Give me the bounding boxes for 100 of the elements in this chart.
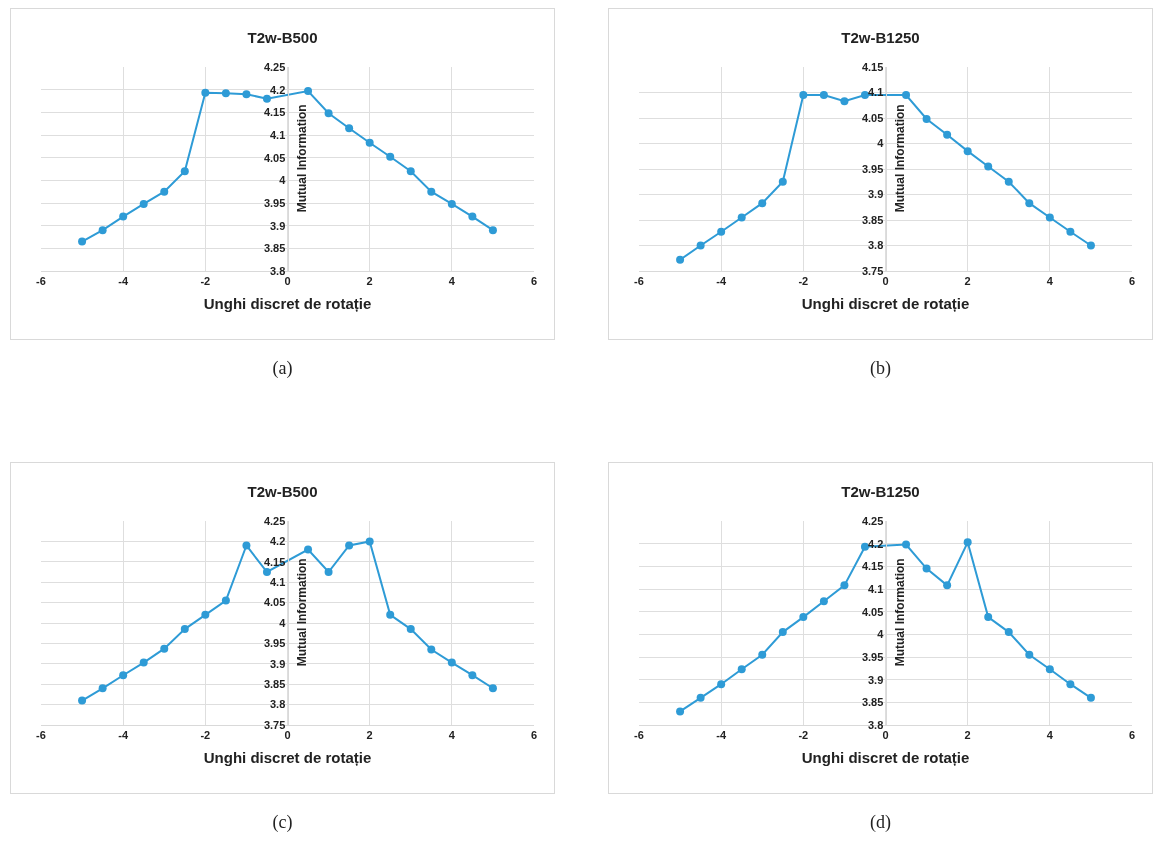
y-tick-label: 4.1 [270,128,286,141]
y-tick-label: 3.95 [263,196,286,209]
y-tick-label: 4.2 [270,535,286,548]
chart-title: T2w-B500 [247,482,318,500]
x-tick-label: -6 [634,275,644,288]
y-tick-label: 3.8 [270,698,286,711]
x-tick-label: 0 [882,275,889,288]
point [840,97,849,106]
x-tick-label: 2 [964,275,971,288]
y-tick-label: 3.9 [270,657,286,670]
y-tick-label: 3.85 [263,242,286,255]
y-tick-label: 3.95 [861,650,884,663]
text: (a) [271,358,294,379]
point [943,581,952,590]
point [324,109,333,118]
point [468,212,477,221]
point [696,241,705,250]
text: (b) [869,358,892,379]
y-axis-title: Mutual Information [294,558,309,667]
x-tick-label: -4 [716,275,727,288]
point [676,255,685,264]
x-tick-label: 2 [964,729,971,742]
x-tick-label: 4 [1046,729,1054,742]
y-tick-label: 4.25 [263,514,286,527]
y-tick-label: 4.05 [861,111,884,124]
x-tick-label: 4 [448,275,456,288]
y-tick-label: 4 [877,628,885,641]
x-tick-label: 6 [530,275,538,288]
point [902,540,911,549]
x-tick-label: 0 [882,729,889,742]
x-tick-label: 0 [284,275,291,288]
point [676,707,685,716]
point [737,665,746,674]
point [758,199,767,208]
point [365,537,374,546]
y-tick-label: 4 [279,616,287,629]
point [1025,650,1034,659]
x-tick-label: -6 [36,275,46,288]
chart-title: T2w-B1250 [841,482,920,500]
y-tick-label: 3.9 [270,219,286,232]
y-tick-label: 3.95 [263,637,286,650]
x-tick-label: 4 [1046,275,1054,288]
y-tick-label: 3.95 [861,162,884,175]
x-tick-label: 2 [366,275,373,288]
y-tick-label: 4.1 [868,582,884,595]
point [1004,177,1013,186]
y-tick-label: 4.15 [861,60,884,73]
point [262,94,271,103]
point [365,138,374,147]
point [488,226,497,235]
point [139,199,148,208]
point [696,693,705,702]
y-tick-label: 4.15 [263,555,286,568]
x-tick-label: 0 [284,729,291,742]
point [324,568,333,576]
y-tick-label: 4.15 [861,560,884,573]
y-tick-label: 4.1 [270,576,286,589]
point [160,644,169,653]
point [221,596,230,605]
y-tick-label: 4 [877,137,885,150]
y-tick-label: 4.15 [263,106,286,119]
point [139,658,148,667]
point [98,684,107,693]
point [488,684,497,693]
y-tick-label: 3.8 [868,239,884,252]
point [242,541,251,550]
x-tick-label: -2 [200,729,211,742]
x-tick-label: -2 [798,275,809,288]
x-tick-label: 6 [1128,729,1136,742]
point [1086,693,1095,702]
point [778,177,787,186]
point [758,650,767,659]
text: (d) [869,812,892,833]
y-axis-title: Mutual Information [892,104,907,213]
y-tick-label: 3.85 [861,213,884,226]
point [840,581,849,590]
y-tick-label: 4.05 [861,605,884,618]
x-axis-title: Unghi discret de rotație [203,749,372,767]
x-axis-title: Unghi discret de rotație [203,295,372,313]
y-tick-label: 4 [279,174,287,187]
y-tick-label: 3.85 [861,696,884,709]
x-tick-label: 4 [448,729,456,742]
x-tick-label: 6 [530,729,538,742]
point [180,167,189,176]
point [1025,199,1034,208]
y-tick-label: 3.8 [270,264,286,277]
y-tick-label: 3.85 [263,678,286,691]
point [201,88,210,97]
point [1045,213,1054,222]
point [160,187,169,196]
y-tick-label: 4.05 [263,596,286,609]
point [119,671,128,680]
point [304,545,313,554]
x-tick-label: 2 [366,729,373,742]
point [778,628,787,637]
point [345,541,354,550]
y-tick-label: 3.9 [868,673,884,686]
point [922,564,931,573]
point [860,91,869,100]
y-tick-label: 4.05 [263,151,286,164]
